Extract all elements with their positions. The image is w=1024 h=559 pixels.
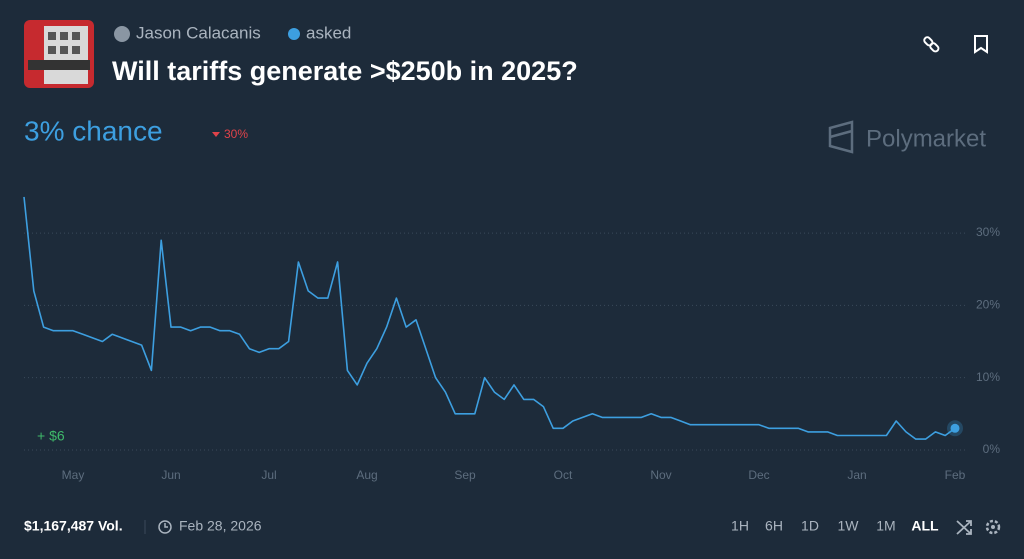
chance: 3% chance (24, 115, 163, 146)
clock-icon (158, 520, 172, 534)
x-tick-label: Nov (650, 468, 671, 482)
author-name[interactable]: Jason Calacanis (136, 23, 261, 42)
change: 30% (224, 127, 248, 141)
x-tick-label: Jun (161, 468, 180, 482)
bookmark-icon[interactable] (974, 35, 988, 54)
y-tick-label: 30% (976, 225, 1000, 239)
clock-hands (164, 523, 168, 528)
range-button[interactable]: 1M (876, 518, 895, 534)
last-point (950, 423, 960, 433)
author-action: asked (306, 23, 351, 42)
range-selector: 1H 6H 1D 1W 1M ALL (731, 518, 939, 534)
annotation: + $6 (37, 428, 65, 444)
volume: $1,167,487 Vol. (24, 518, 123, 534)
x-tick-label: Dec (748, 468, 769, 482)
x-tick-label: Aug (356, 468, 377, 482)
brand-logo (828, 120, 854, 154)
market-title: Will tariffs generate >$250b in 2025? (112, 56, 578, 86)
y-tick-label: 10% (976, 370, 1000, 384)
plot: 0% 10% 20% 30% May Jun Jul Aug Sep Oct Nov Dec Jan Fe… (23, 196, 1001, 482)
range-button[interactable]: 1W (838, 518, 860, 534)
x-tick-label: Jul (261, 468, 276, 482)
x-tick-label: Feb (945, 468, 966, 482)
range-button[interactable]: ALL (911, 518, 939, 534)
end-date: Feb 28, 2026 (179, 518, 262, 534)
link-icon[interactable] (923, 36, 940, 53)
market-thumbnail (24, 20, 94, 88)
x-tick-label: May (62, 468, 85, 482)
x-tick-label: Sep (454, 468, 476, 482)
range-button[interactable]: 6H (765, 518, 783, 534)
x-tick-label: Oct (554, 468, 573, 482)
range-button[interactable]: 1D (801, 518, 819, 534)
range-button[interactable]: 1H (731, 518, 749, 534)
verified-badge (288, 28, 300, 40)
brand-name: Polymarket (866, 125, 986, 152)
settings-icon-center (991, 525, 995, 529)
settings-icon[interactable] (985, 519, 1001, 535)
price-line (23, 196, 956, 440)
y-tick-label: 20% (976, 298, 1000, 312)
author-avatar (114, 26, 130, 42)
shuffle-icon[interactable] (956, 520, 972, 535)
change-arrow (212, 132, 220, 137)
y-tick-label: 0% (983, 442, 1001, 456)
x-tick-label: Jan (847, 468, 866, 482)
